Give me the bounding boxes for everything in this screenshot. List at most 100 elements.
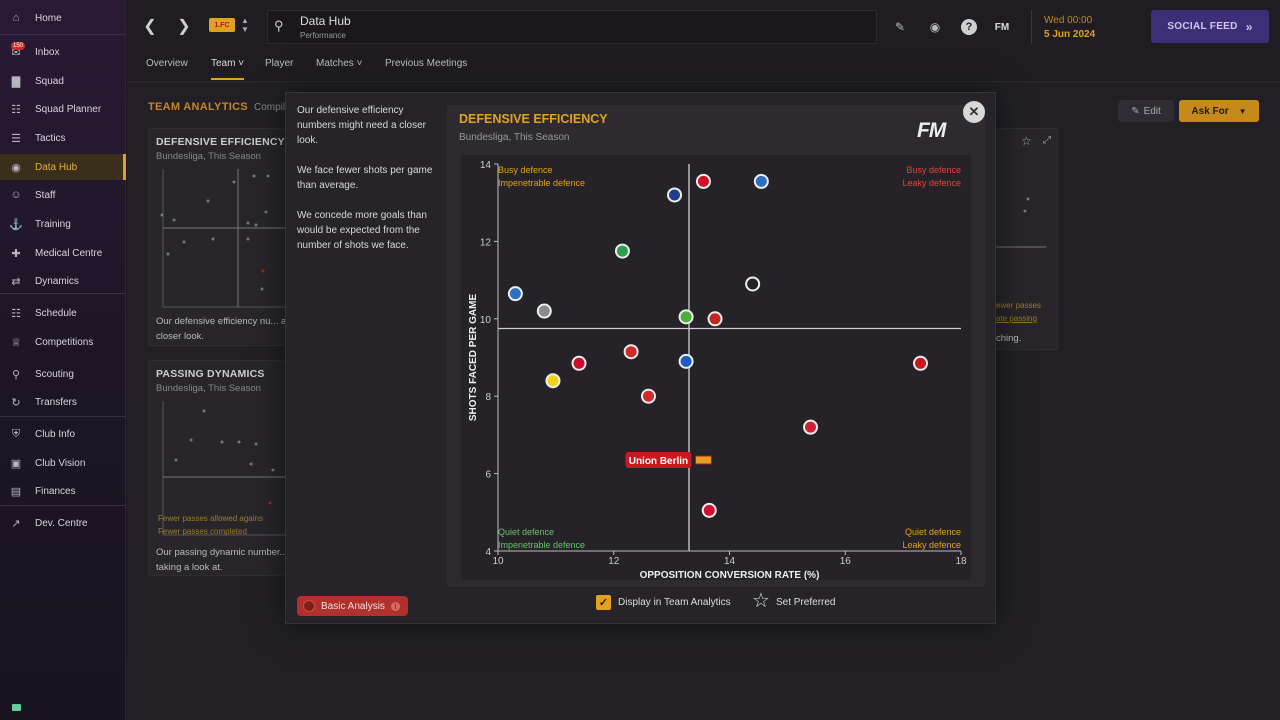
analytics-card-right[interactable]: ☆ ⤢ ewer passes ate passing ching. bbox=[995, 128, 1058, 350]
sidebar-item-home[interactable]: ⌂ Home bbox=[0, 5, 126, 31]
club-badge-icon[interactable]: 1.FC bbox=[209, 18, 235, 32]
game-date: 5 Jun 2024 bbox=[1044, 29, 1096, 40]
sidebar-item-inbox[interactable]: ✉ 150 Inbox bbox=[0, 39, 126, 65]
top-bar: ❮ ❯ 1.FC ▲ ▼ ⚲ Data Hub Performance ✎ ◉ ?… bbox=[127, 0, 1280, 52]
sidebar-item-data-hub[interactable]: ◉ Data Hub bbox=[0, 154, 126, 180]
sidebar-item-squad[interactable]: ▇ Squad bbox=[0, 68, 126, 94]
data-point bbox=[680, 311, 692, 323]
sidebar-item-dynamics[interactable]: ⇄ Dynamics bbox=[0, 268, 126, 294]
sidebar-item-label: Scouting bbox=[35, 368, 74, 380]
legend-label-1: Fewer passes allowed agains bbox=[158, 514, 263, 523]
insight-3: We concede more goals than would be expe… bbox=[297, 210, 427, 251]
sidebar-item-tactics[interactable]: ☰ Tactics bbox=[0, 125, 126, 151]
sidebar-item-label: Staff bbox=[35, 189, 56, 201]
sidebar-item-club-vision[interactable]: ▣ Club Vision bbox=[0, 450, 126, 476]
star-icon[interactable]: ☆ bbox=[1021, 134, 1032, 148]
scouting-icon: ⚲ bbox=[11, 368, 21, 381]
expand-icon[interactable]: ⤢ bbox=[1043, 135, 1051, 146]
data-point bbox=[538, 305, 550, 317]
quadrant-label: Impenetrable defence bbox=[498, 178, 585, 188]
card-subtitle: Bundesliga, This Season bbox=[156, 151, 261, 162]
world-icon[interactable]: ◉ bbox=[929, 20, 941, 34]
passing-dynamics-card[interactable]: PASSING DYNAMICS Bundesliga, This Season… bbox=[148, 360, 289, 576]
chart-subtitle: Bundesliga, This Season bbox=[459, 132, 570, 143]
set-preferred-label[interactable]: Set Preferred bbox=[776, 597, 836, 608]
sidebar-item-label: Data Hub bbox=[35, 161, 78, 173]
sidebar-item-finances[interactable]: ▤ Finances bbox=[0, 478, 126, 504]
sidebar-item-medical-centre[interactable]: ✚ Medical Centre bbox=[0, 240, 126, 266]
tab-previous-meetings[interactable]: Previous Meetings bbox=[385, 58, 468, 69]
mini-scatter-chart bbox=[160, 169, 289, 308]
defensive-efficiency-card[interactable]: DEFENSIVE EFFICIENCY Bundesliga, This Se… bbox=[148, 128, 289, 346]
ask-for-button[interactable]: Ask For ▼ bbox=[1179, 100, 1259, 122]
quadrant-label: Quiet defence bbox=[905, 527, 961, 537]
sidebar-item-competitions[interactable]: ♕ Competitions bbox=[0, 329, 126, 355]
help-icon[interactable]: ? bbox=[961, 19, 977, 35]
double-chevron-right-icon: » bbox=[1245, 19, 1253, 34]
medical-icon: ✚ bbox=[11, 247, 21, 260]
analysis-modal: Our defensive efficiency numbers might n… bbox=[285, 92, 996, 624]
sidebar-item-label: Dynamics bbox=[35, 275, 79, 287]
data-point bbox=[616, 245, 628, 257]
search-bar[interactable]: ⚲ Data Hub Performance bbox=[267, 10, 877, 44]
tab-overview[interactable]: Overview bbox=[146, 58, 188, 69]
sidebar-item-label: Tactics bbox=[35, 132, 66, 144]
quadrant-label: Quiet defence bbox=[498, 527, 554, 537]
data-point bbox=[709, 313, 721, 325]
page-subtitle: Performance bbox=[300, 31, 346, 40]
club-switch-icon[interactable]: ▲ ▼ bbox=[241, 16, 249, 34]
fm-menu-icon[interactable]: FM bbox=[994, 21, 1010, 33]
tab-player[interactable]: Player bbox=[265, 58, 294, 69]
star-icon[interactable]: ☆ bbox=[752, 590, 770, 612]
sidebar-item-training[interactable]: ⚓ Training bbox=[0, 211, 126, 237]
display-in-team-analytics-checkbox[interactable]: ✓ bbox=[596, 595, 611, 610]
sidebar: ⌂ Home ✉ 150 Inbox ▇ Squad ☷ Squad Planner ☰ Tacti… bbox=[0, 0, 126, 720]
sidebar-item-staff[interactable]: ☺ Staff bbox=[0, 182, 126, 208]
data-point bbox=[680, 355, 692, 367]
sidebar-item-label: Squad bbox=[35, 75, 64, 87]
sidebar-item-label: Squad Planner bbox=[35, 103, 102, 115]
y-tick-label: 6 bbox=[485, 470, 491, 481]
sidebar-item-club-info[interactable]: ⛨ Club Info bbox=[0, 421, 126, 447]
date-box[interactable]: Wed 00:00 5 Jun 2024 bbox=[1031, 10, 1143, 44]
sidebar-item-scouting[interactable]: ⚲ Scouting bbox=[0, 361, 126, 387]
data-point bbox=[573, 357, 585, 369]
dev-centre-icon: ↗ bbox=[11, 517, 21, 530]
y-tick-label: 4 bbox=[485, 547, 491, 558]
sidebar-divider bbox=[0, 34, 126, 35]
plot-area: 10 12 14 16 18 4 6 8 10 12 14 OPPOSITION CONVERSION… bbox=[461, 155, 971, 580]
sidebar-item-squad-planner[interactable]: ☷ Squad Planner bbox=[0, 96, 126, 122]
pencil-icon[interactable]: ✎ bbox=[894, 20, 906, 34]
data-point bbox=[697, 175, 709, 187]
data-point bbox=[547, 375, 559, 387]
x-tick-label: 18 bbox=[955, 556, 967, 567]
tab-team[interactable]: Team ˅ bbox=[211, 58, 245, 80]
sidebar-item-schedule[interactable]: ☷ Schedule bbox=[0, 300, 126, 326]
social-feed-button[interactable]: SOCIAL FEED» bbox=[1151, 10, 1269, 43]
finances-icon: ▤ bbox=[10, 485, 22, 498]
insight-2: We face fewer shots per game than averag… bbox=[297, 165, 433, 191]
inbox-badge: 150 bbox=[11, 42, 26, 50]
sidebar-divider bbox=[0, 505, 126, 506]
y-axis-label: SHOTS FACED PER GAME bbox=[468, 294, 479, 422]
quadrant-label: Busy defence bbox=[906, 165, 961, 175]
analysis-icon bbox=[303, 600, 315, 612]
inbox-icon: ✉ 150 bbox=[11, 42, 26, 59]
quadrant-label: Leaky defence bbox=[902, 540, 961, 550]
basic-analysis-button[interactable]: Basic Analysis i bbox=[297, 596, 408, 616]
sidebar-item-label: Finances bbox=[35, 485, 76, 497]
forward-arrow-icon[interactable]: ❯ bbox=[177, 18, 191, 35]
sidebar-item-transfers[interactable]: ↻ Transfers bbox=[0, 389, 126, 415]
close-icon[interactable]: ✕ bbox=[963, 101, 985, 123]
sidebar-item-dev-centre[interactable]: ↗ Dev. Centre bbox=[0, 510, 126, 536]
edit-button[interactable]: ✎ Edit bbox=[1118, 100, 1174, 122]
info-icon[interactable]: i bbox=[390, 601, 400, 611]
insight-1: Our defensive efficiency numbers might n… bbox=[297, 105, 426, 146]
tab-matches[interactable]: Matches ˅ bbox=[316, 58, 363, 69]
x-tick-label: 12 bbox=[608, 556, 620, 567]
back-arrow-icon[interactable]: ❮ bbox=[143, 18, 157, 35]
data-point bbox=[625, 346, 637, 358]
sidebar-item-label: Club Vision bbox=[35, 457, 86, 469]
sub-tabs: Overview Team ˅ Player Matches ˅ Previous Me… bbox=[127, 52, 1280, 82]
data-hub-icon: ◉ bbox=[11, 161, 21, 174]
